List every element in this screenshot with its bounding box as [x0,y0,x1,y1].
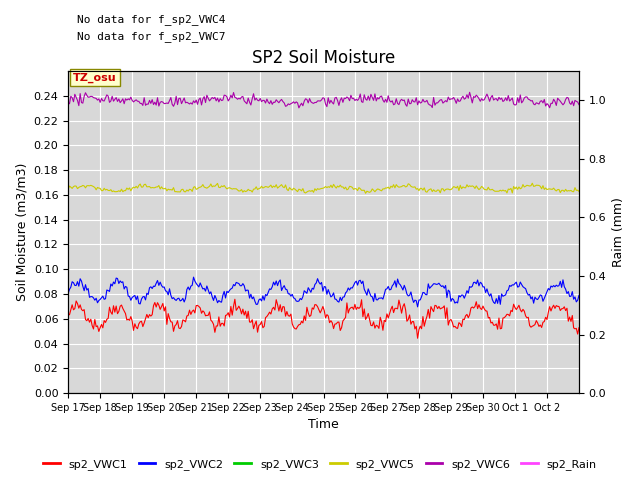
Y-axis label: Raim (mm): Raim (mm) [612,197,625,267]
Title: SP2 Soil Moisture: SP2 Soil Moisture [252,48,395,67]
X-axis label: Time: Time [308,419,339,432]
Text: No data for f_sp2_VWC7: No data for f_sp2_VWC7 [77,31,225,42]
Text: TZ_osu: TZ_osu [73,72,117,83]
Legend: sp2_VWC1, sp2_VWC2, sp2_VWC3, sp2_VWC5, sp2_VWC6, sp2_Rain: sp2_VWC1, sp2_VWC2, sp2_VWC3, sp2_VWC5, … [39,455,601,474]
Y-axis label: Soil Moisture (m3/m3): Soil Moisture (m3/m3) [15,163,28,301]
Text: No data for f_sp2_VWC4: No data for f_sp2_VWC4 [77,14,225,25]
